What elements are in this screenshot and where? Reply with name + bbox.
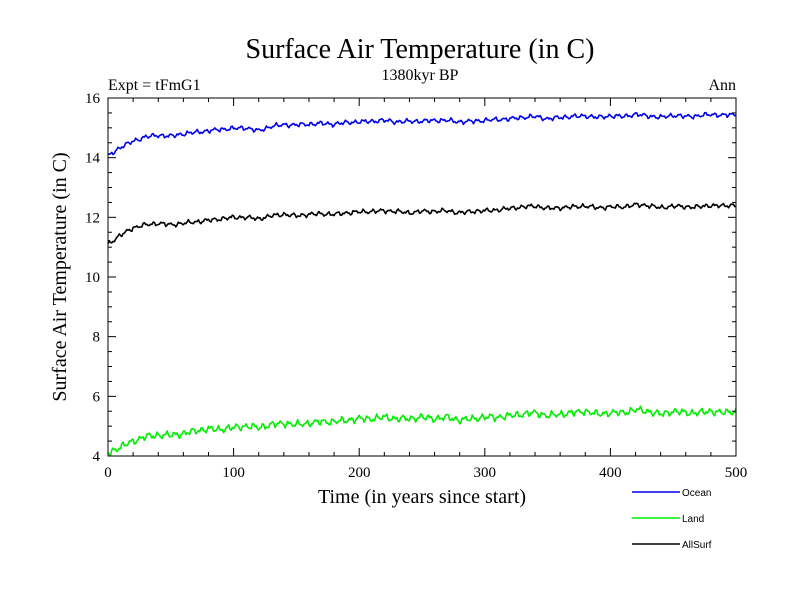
x-axis: 0 100 200 300 400 500 (104, 98, 747, 481)
y-tick-label: 10 (85, 270, 100, 286)
legend-label-ocean: Ocean (682, 488, 711, 499)
y-tick-label: 4 (93, 449, 101, 465)
y-tick-label: 16 (85, 91, 101, 107)
x-tick-label: 300 (474, 465, 497, 481)
legend-label-allsurf: AllSurf (682, 540, 712, 551)
plot-series (107, 111, 737, 457)
x-tick-label: 200 (348, 465, 371, 481)
y-tick-label: 6 (93, 389, 101, 405)
experiment-label: Expt = tFmG1 (108, 77, 201, 94)
series-line-allsurf (107, 202, 737, 245)
x-tick-label: 500 (725, 465, 748, 481)
series-line-land (107, 405, 737, 457)
chart-subtitle: 1380kyr BP (382, 67, 459, 84)
y-tick-label: 14 (85, 151, 101, 167)
x-tick-label: 400 (599, 465, 622, 481)
legend-label-land: Land (682, 514, 704, 525)
x-tick-label: 0 (104, 465, 112, 481)
x-tick-label: 100 (222, 465, 245, 481)
legend: Ocean Land AllSurf (632, 488, 712, 551)
y-tick-label: 12 (85, 210, 100, 226)
y-axis-label: Surface Air Temperature (in C) (49, 152, 71, 401)
y-axis: 4 6 8 10 12 14 16 (85, 91, 736, 465)
plot-frame (107, 97, 737, 457)
y-tick-label: 8 (93, 330, 101, 346)
series-line-ocean (107, 111, 737, 156)
chart-title: Surface Air Temperature (in C) (246, 34, 595, 65)
x-axis-label: Time (in years since start) (318, 486, 526, 508)
season-label: Ann (708, 77, 736, 94)
